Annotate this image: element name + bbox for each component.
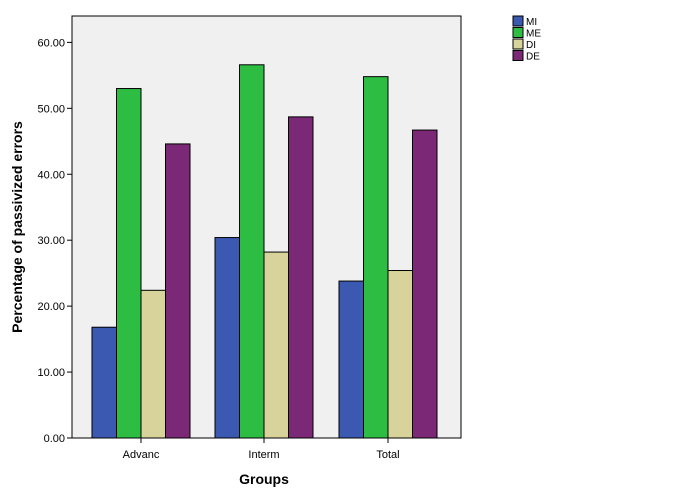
bar-de-total bbox=[412, 129, 438, 439]
x-axis: Advanc Interm Total bbox=[123, 438, 400, 461]
y-tick-label: 30.00 bbox=[37, 235, 65, 247]
y-tick-label: 50.00 bbox=[37, 103, 65, 115]
legend-swatch-mi bbox=[512, 15, 524, 27]
y-tick-label: 0.00 bbox=[44, 433, 65, 445]
legend-label-di: DI bbox=[526, 40, 536, 51]
legend-label-mi: MI bbox=[526, 17, 537, 28]
legend-label-de: DE bbox=[526, 52, 540, 63]
bar-mi-advanc bbox=[91, 326, 117, 439]
legend-swatch-me bbox=[512, 27, 524, 38]
bar-mi-total bbox=[338, 280, 364, 439]
bar-me-interm bbox=[239, 64, 265, 439]
bar-de-advanc bbox=[165, 143, 191, 439]
bars-layer bbox=[91, 64, 438, 439]
x-tick-label: Total bbox=[376, 449, 399, 461]
bar-di-total bbox=[387, 270, 413, 439]
x-tick-label: Advanc bbox=[123, 449, 160, 461]
bar-di-advanc bbox=[140, 289, 166, 439]
legend-swatch-de bbox=[512, 50, 524, 61]
bar-de-interm bbox=[288, 116, 314, 439]
bar-mi-interm bbox=[214, 237, 240, 439]
x-axis-title: Groups bbox=[239, 471, 289, 487]
y-tick-label: 10.00 bbox=[37, 367, 65, 379]
legend-swatch-di bbox=[512, 38, 524, 50]
bar-me-total bbox=[363, 76, 389, 439]
legend-label-me: ME bbox=[526, 29, 541, 40]
bar-me-advanc bbox=[116, 88, 142, 439]
y-tick-label: 60.00 bbox=[37, 37, 65, 49]
y-tick-label: 20.00 bbox=[37, 301, 65, 313]
bar-di-interm bbox=[263, 251, 289, 439]
y-axis-title: Percentage of passivized errors bbox=[9, 121, 25, 333]
y-tick-label: 40.00 bbox=[37, 169, 65, 181]
y-axis: 0.00 10.00 20.00 30.00 40.00 50.00 60.00 bbox=[37, 37, 72, 445]
x-tick-label: Interm bbox=[248, 449, 279, 461]
